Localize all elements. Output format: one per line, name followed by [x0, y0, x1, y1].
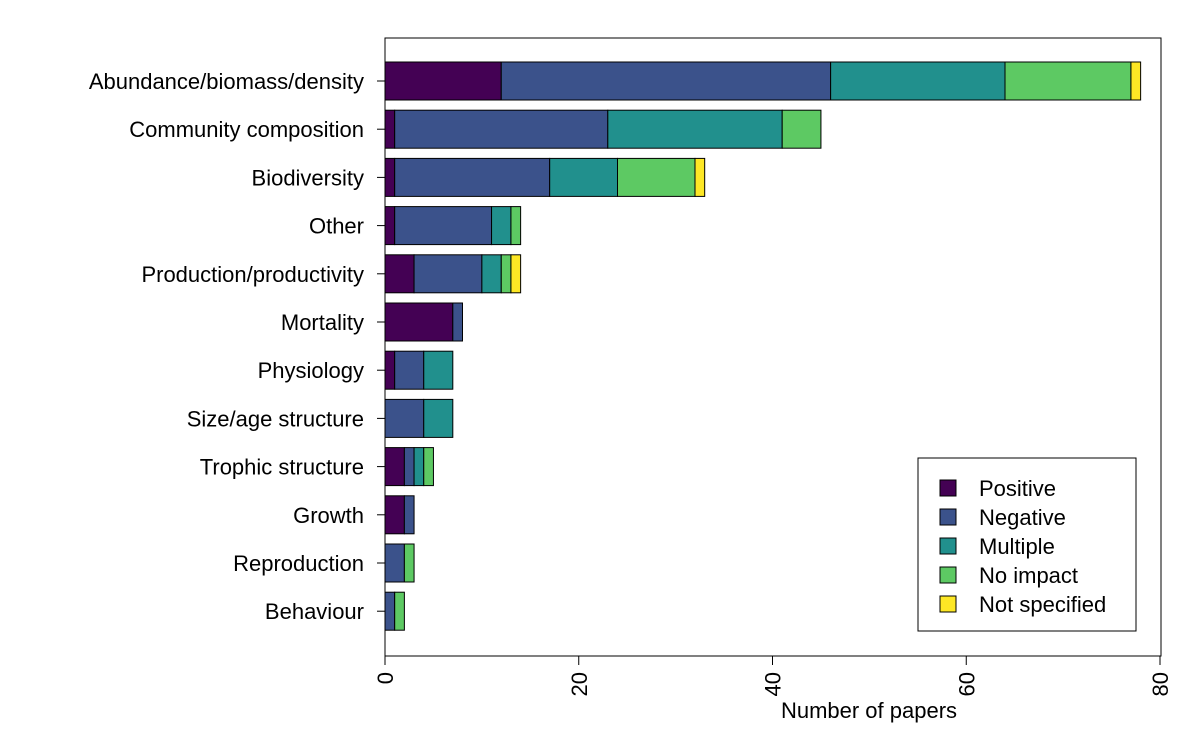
- bar-segment: [423, 398, 454, 438]
- bar-segment: [384, 350, 396, 390]
- x-axis-label: Number of papers: [781, 698, 957, 723]
- category-label: Mortality: [281, 310, 364, 335]
- bar-segment: [491, 206, 512, 246]
- bar-segment: [403, 495, 415, 535]
- bar-segment: [830, 61, 1006, 101]
- bar-segment: [384, 206, 396, 246]
- bar-segment: [510, 254, 522, 294]
- bar-segment: [384, 447, 405, 487]
- legend-swatch: [939, 566, 957, 584]
- x-tick-label: 0: [373, 672, 398, 684]
- category-label: Behaviour: [265, 599, 364, 624]
- legend-label: Not specified: [979, 592, 1106, 617]
- category-label: Other: [309, 214, 364, 239]
- bar-segment: [394, 206, 493, 246]
- bar-segment: [384, 109, 396, 149]
- legend-label: Negative: [979, 505, 1066, 530]
- bar-segment: [694, 157, 706, 197]
- bar-segment: [423, 350, 454, 390]
- category-label: Trophic structure: [200, 455, 364, 480]
- bar-segment: [384, 398, 425, 438]
- category-label: Biodiversity: [252, 165, 364, 190]
- bar-segment: [403, 447, 415, 487]
- legend-swatch: [939, 537, 957, 555]
- category-label: Abundance/biomass/density: [89, 69, 364, 94]
- bar-segment: [384, 543, 405, 583]
- legend-label: No impact: [979, 563, 1078, 588]
- category-label: Reproduction: [233, 551, 364, 576]
- bar-segment: [423, 447, 434, 487]
- bar-segment: [500, 254, 512, 294]
- bar-segment: [394, 350, 425, 390]
- x-tick-label: 80: [1148, 672, 1173, 696]
- bar-segment: [549, 157, 618, 197]
- bar-segment: [607, 109, 783, 149]
- bar-segment: [384, 302, 454, 342]
- category-label: Size/age structure: [187, 406, 364, 431]
- x-tick-label: 40: [761, 672, 786, 696]
- bar-segment: [413, 254, 483, 294]
- category-label: Production/productivity: [141, 262, 364, 287]
- legend-label: Multiple: [979, 534, 1055, 559]
- x-tick-label: 60: [954, 672, 979, 696]
- legend: Positive Negative Multiple No impact Not spe…: [917, 457, 1137, 632]
- legend-label: Positive: [979, 476, 1056, 501]
- category-label: Physiology: [258, 358, 364, 383]
- legend-swatch: [939, 479, 957, 497]
- legend-swatch: [939, 595, 957, 613]
- bar-segment: [510, 206, 522, 246]
- bar-segment: [394, 109, 609, 149]
- bar-segment: [781, 109, 822, 149]
- bar-segment: [500, 61, 832, 101]
- bar-segment: [452, 302, 463, 342]
- legend-swatch: [939, 508, 957, 526]
- category-label: Growth: [293, 503, 364, 528]
- bar-segment: [384, 495, 405, 535]
- bar-segment: [1130, 61, 1142, 101]
- bar-segment: [1004, 61, 1132, 101]
- bar-segment: [394, 591, 405, 631]
- category-label: Community composition: [129, 117, 364, 142]
- bar-segment: [384, 157, 396, 197]
- bar-segment: [394, 157, 551, 197]
- bar-segment: [384, 591, 396, 631]
- bar-segment: [384, 254, 415, 294]
- x-axis: 0 20 40 60 80: [373, 655, 1173, 696]
- x-tick-label: 20: [567, 672, 592, 696]
- bar-segment: [413, 447, 425, 487]
- bar-segment: [481, 254, 502, 294]
- bar-segment: [403, 543, 415, 583]
- category-labels: Abundance/biomass/density Community compo…: [89, 69, 385, 624]
- bars-layer: [384, 61, 1142, 631]
- bar-segment: [617, 157, 696, 197]
- bar-segment: [384, 61, 502, 101]
